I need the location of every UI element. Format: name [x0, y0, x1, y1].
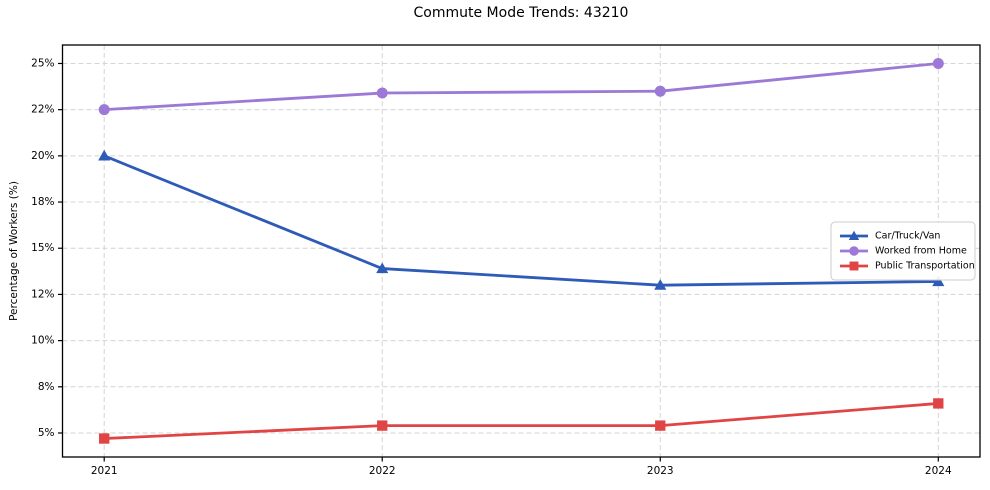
data-point-public-transportation [933, 398, 944, 409]
x-tick-label: 2024 [925, 465, 952, 477]
legend-marker-circle [849, 246, 859, 256]
y-tick-label: 22% [31, 104, 54, 116]
legend [830, 221, 976, 281]
legend-marker-triangle [848, 230, 860, 240]
data-point-car-truck-van [98, 149, 111, 161]
chart-title: Commute Mode Trends: 43210 [413, 5, 629, 21]
data-point-worked-from-home [654, 85, 666, 97]
y-tick-label: 25% [31, 57, 54, 69]
data-point-car-truck-van [932, 275, 945, 287]
data-point-worked-from-home [98, 104, 110, 116]
y-tick-label: 15% [31, 242, 54, 254]
series-line-car-truck-van [102, 154, 940, 287]
y-tick-label: 12% [31, 288, 54, 300]
x-tick-label: 2023 [647, 465, 674, 477]
x-tick-label: 2021 [91, 465, 118, 477]
series-line-worked-from-home [102, 62, 940, 112]
legend-marker-square [849, 261, 859, 271]
series-car-truck-van [98, 149, 945, 290]
series-worked-from-home [98, 57, 944, 116]
series-line-public-transportation [102, 402, 940, 440]
y-axis-label: Percentage of Workers (%) [8, 181, 20, 321]
legend-label-worked-from-home: Worked from Home [875, 246, 967, 257]
legend-label-public-transportation: Public Transportation [875, 261, 975, 272]
x-tick-label: 2022 [369, 465, 396, 477]
plot-area [62, 45, 980, 457]
y-tick-label: 20% [31, 150, 54, 162]
data-point-worked-from-home [932, 57, 944, 69]
y-tick-label: 18% [31, 196, 54, 208]
data-point-public-transportation [99, 433, 110, 444]
plot-border [61, 44, 981, 458]
data-point-public-transportation [377, 420, 388, 431]
series-public-transportation [99, 398, 944, 444]
data-point-car-truck-van [654, 279, 667, 290]
data-point-car-truck-van [376, 262, 389, 274]
y-tick-label: 10% [31, 335, 54, 347]
legend-label-car-truck-van: Car/Truck/Van [875, 231, 940, 242]
y-tick-label: 5% [38, 427, 55, 439]
y-tick-label: 8% [38, 381, 55, 393]
data-point-worked-from-home [376, 87, 388, 99]
data-point-public-transportation [655, 420, 666, 431]
